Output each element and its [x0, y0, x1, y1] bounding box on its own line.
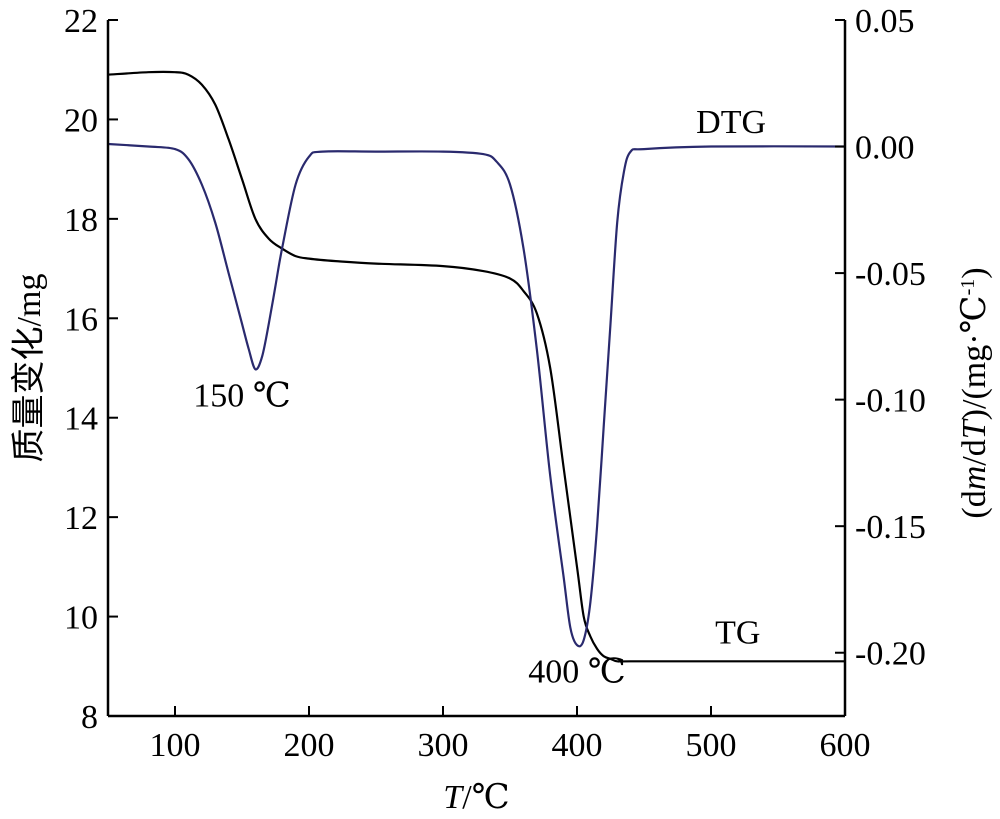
y-left-tick-label: 22 [64, 3, 98, 40]
y-left-tick-label: 16 [64, 301, 98, 338]
y-right-tick-label: -0.15 [855, 509, 926, 546]
x-tick-label: 600 [820, 727, 871, 764]
axis-layer: 100 200 300 400 500 600 8 10 12 14 16 18 20 22 0.05 0.0… [10, 3, 993, 816]
y-right-tick-label: -0.05 [855, 256, 926, 293]
y-axis-right-title-part: /d [956, 439, 993, 465]
annotation-label: DTG [696, 104, 766, 141]
x-axis-title: T/℃ [443, 779, 509, 816]
x-axis-title-var: T [443, 779, 464, 816]
x-axis-title-unit: /℃ [462, 779, 509, 816]
y-axis-right-title-part: m [956, 466, 993, 491]
y-left-tick-label: 18 [64, 202, 98, 239]
y-axis-right-title-part: ) [956, 267, 993, 278]
y-right-tick-label: -0.10 [855, 383, 926, 420]
y-right-tick-label: -0.20 [855, 636, 926, 673]
x-tick-label: 100 [150, 727, 201, 764]
y-left-tick-label: 8 [81, 699, 98, 736]
x-tick-label: 400 [552, 727, 603, 764]
y-axis-right-title-part: -1 [957, 279, 979, 296]
annotation-label: 150 ℃ [193, 378, 291, 415]
x-tick-label: 200 [284, 727, 335, 764]
series-line-dtg [107, 142, 846, 648]
annotation-label: TG [715, 614, 760, 651]
y-axis-right-title: (dm/dT)/(mg·℃-1) [956, 267, 993, 518]
x-tick-label: 500 [686, 727, 737, 764]
y-axis-right-title-part: (d [956, 490, 993, 518]
annotation-layer: 150 ℃ 400 ℃ DTG TG [193, 104, 766, 690]
x-tick-label: 300 [418, 727, 469, 764]
y-right-tick-label: 0.00 [855, 130, 915, 167]
y-left-tick-label: 20 [64, 102, 98, 139]
y-left-tick-label: 14 [64, 401, 98, 438]
annotation-label: 400 ℃ [528, 653, 626, 690]
y-axis-right-title-part: T [956, 418, 993, 439]
y-right-tick-label: 0.05 [855, 3, 915, 40]
series-layer [107, 70, 846, 663]
y-left-tick-label: 12 [64, 500, 98, 537]
y-axis-right-title-part: )/(mg·℃ [956, 295, 993, 420]
series-line-tg [107, 70, 845, 663]
y-axis-left-title: 质量变化/mg [10, 274, 48, 463]
y-left-tick-label: 10 [64, 600, 98, 637]
